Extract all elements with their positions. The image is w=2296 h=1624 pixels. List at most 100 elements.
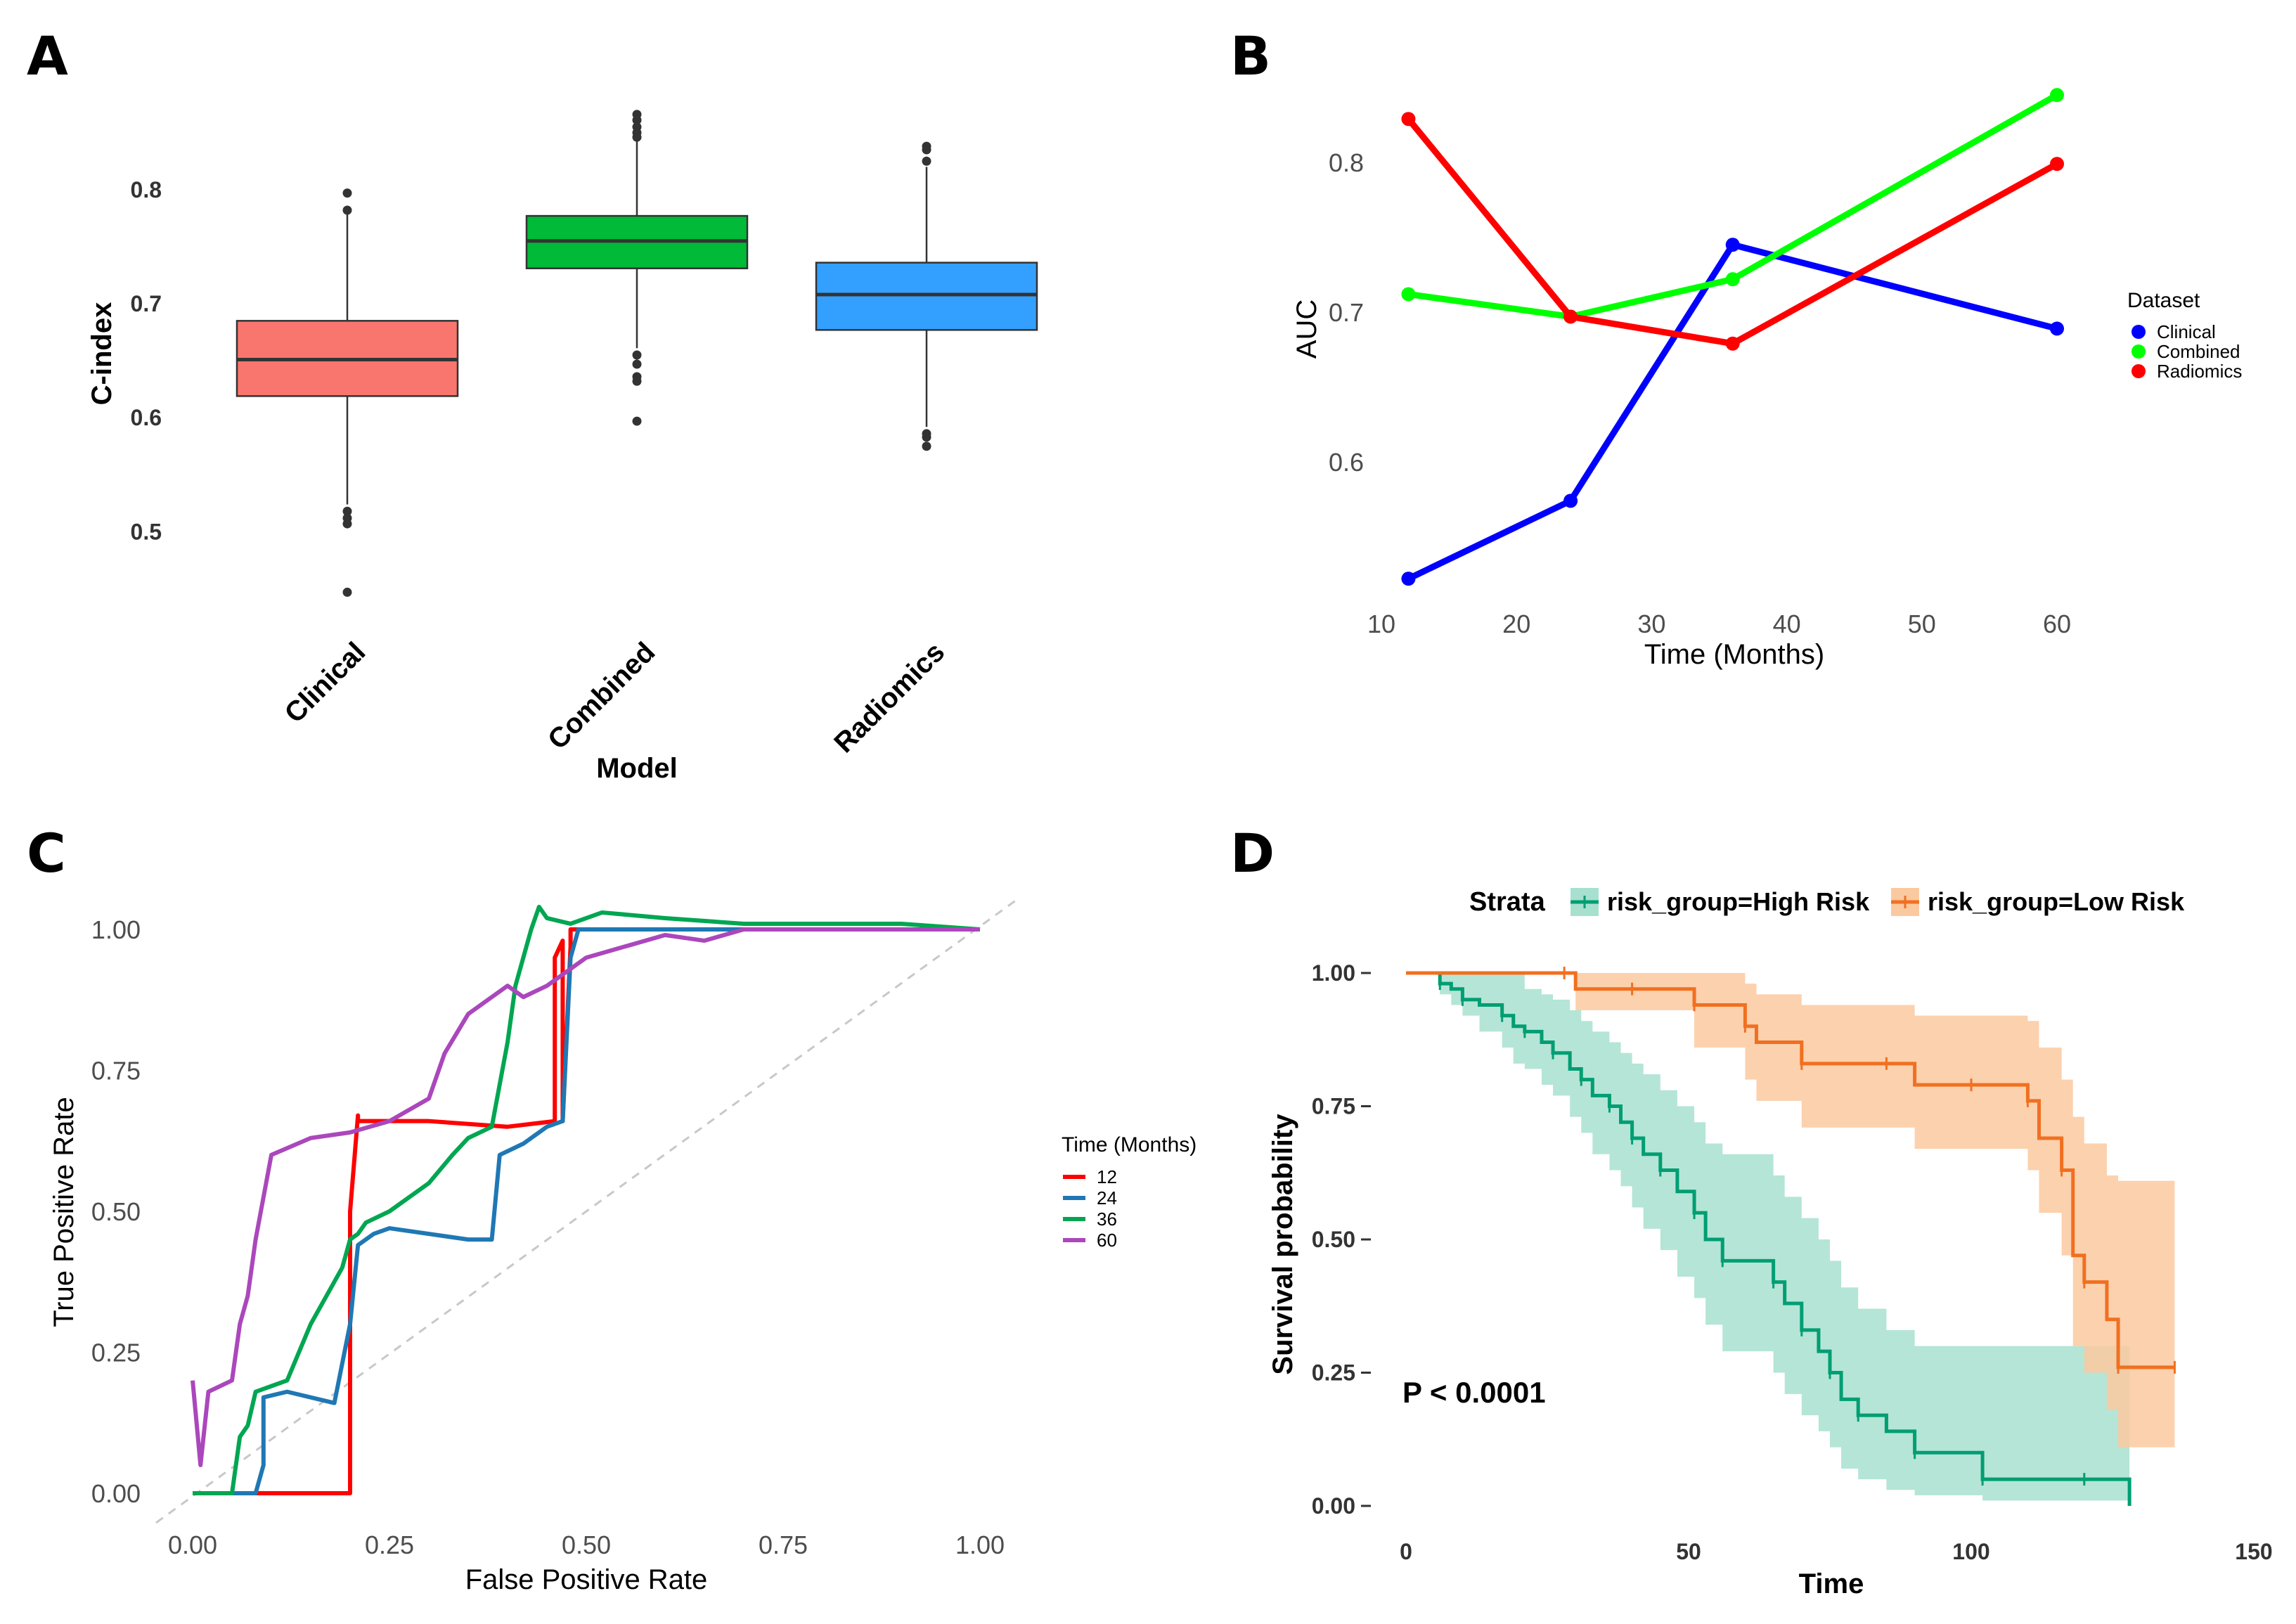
panel-b-series-line [1405, 115, 2060, 347]
panel-b-xtick: 40 [1773, 610, 1801, 638]
panel-a-outlier [632, 376, 642, 386]
panel-letter-b: B [1230, 25, 1271, 87]
panel-c-ylabel: True Positive Rate [49, 1097, 79, 1327]
panel-c-ytick: 0.25 [91, 1339, 141, 1367]
panel-b-ytick: 0.6 [1329, 448, 1364, 477]
panel-b-auc-lines: Time (Months) AUC Dataset 10 20 30 40 50 60 0.… [1291, 88, 2242, 670]
panel-d-xtick: 0 [1400, 1539, 1412, 1564]
panel-b-xlabel: Time (Months) [1644, 639, 1824, 670]
panel-a-outlier [342, 587, 352, 597]
panel-b-legend-label: Combined [2157, 341, 2240, 362]
panel-b-legend-title: Dataset [2127, 289, 2200, 312]
panel-d-legend-title: Strata [1469, 887, 1546, 917]
panel-a-outlier [632, 132, 642, 142]
panel-letter-a: A [27, 25, 68, 87]
panel-a-boxplot: Model C-index 0.5 0.6 0.7 0.8 Clinical Combin… [86, 110, 1038, 784]
panel-a-xtick: Clinical [279, 636, 372, 729]
panel-b-legend-key [2131, 364, 2146, 378]
panel-c-legend-label: 60 [1097, 1230, 1117, 1251]
panel-c-roc-line [193, 904, 981, 1495]
panel-b-xtick: 30 [1637, 610, 1665, 638]
panel-d-ytick: 0.00 [1312, 1493, 1355, 1519]
panel-c-roc-line [191, 927, 980, 1467]
panel-b-series-line [1405, 91, 2060, 320]
panel-c-legend-label: 36 [1097, 1209, 1117, 1230]
panel-d-pvalue: P < 0.0001 [1402, 1376, 1546, 1409]
panel-b-point [1563, 494, 1578, 508]
panel-c-ytick: 1.00 [91, 915, 141, 944]
panel-a-outlier [342, 506, 352, 516]
panel-d-ytick: 0.25 [1312, 1360, 1355, 1386]
panel-d-ci-band [1406, 973, 2130, 1506]
panel-b-xtick: 50 [1908, 610, 1936, 638]
panel-b-point [2050, 88, 2064, 103]
panel-b-legend-key [2131, 344, 2146, 359]
panel-d-xtick: 100 [1952, 1539, 1989, 1564]
panel-a-outlier [632, 359, 642, 369]
panel-b-legend-key [2131, 325, 2146, 339]
panel-c-legend-title: Time (Months) [1062, 1133, 1197, 1156]
panel-letter-c: C [27, 822, 66, 884]
panel-b-point [2050, 157, 2064, 172]
panel-d-ci-band [1406, 973, 2175, 1448]
panel-d-ytick: 1.00 [1312, 960, 1355, 986]
panel-d-xtick: 50 [1676, 1539, 1701, 1564]
panel-c-xtick: 0.25 [365, 1530, 414, 1559]
panel-b-xtick: 60 [2043, 610, 2071, 638]
panel-b-xtick: 10 [1367, 610, 1395, 638]
panel-b-legend-label: Clinical [2157, 321, 2216, 342]
panel-d-xlabel: Time [1799, 1568, 1864, 1599]
panel-b-point [1725, 272, 1740, 287]
panel-c-ytick: 0.75 [91, 1057, 141, 1085]
panel-a-xtick: Radiomics [828, 636, 950, 759]
panel-a-xtick: Combined [542, 636, 661, 755]
panel-a-outlier [632, 416, 642, 426]
panel-a-ylabel: C-index [86, 302, 117, 406]
panel-b-xtick: 20 [1502, 610, 1530, 638]
panel-c-diagonal [155, 898, 1017, 1524]
panel-a-outlier [342, 519, 352, 529]
panel-d-ytick: 0.75 [1312, 1094, 1355, 1119]
panel-d-ylabel: Survival probability [1268, 1114, 1298, 1375]
panel-b-ytick: 0.7 [1329, 298, 1364, 327]
panel-c-xtick: 1.00 [955, 1530, 1005, 1559]
panel-d-legend-label: risk_group=Low Risk [1928, 887, 2185, 916]
panel-letter-d: D [1230, 822, 1275, 884]
panel-c-roc-curves: False Positive Rate True Positive Rate T… [49, 898, 1197, 1595]
panel-b-point [1401, 287, 1416, 302]
panel-d-xtick: 150 [2235, 1539, 2272, 1564]
panel-b-point [1401, 112, 1416, 127]
panel-a-ytick: 0.8 [131, 177, 162, 202]
panel-b-ytick: 0.8 [1329, 148, 1364, 177]
panel-a-outlier [922, 156, 931, 166]
panel-a-ytick: 0.6 [131, 405, 162, 430]
panel-a-xlabel: Model [596, 753, 678, 784]
panel-a-ytick: 0.7 [131, 291, 162, 316]
panel-d-ytick: 0.50 [1312, 1227, 1355, 1252]
panel-d-survival: Time Survival probability Strata P < 0.0… [1268, 887, 2273, 1599]
panel-a-outlier [922, 432, 931, 442]
panel-d-legend-label: risk_group=High Risk [1607, 887, 1870, 916]
panel-b-point [1725, 238, 1740, 252]
panel-c-ytick: 0.50 [91, 1197, 141, 1226]
panel-b-point [1725, 336, 1740, 351]
panel-b-legend-label: Radiomics [2157, 361, 2242, 382]
panel-a-ytick: 0.5 [131, 519, 162, 544]
panel-c-ytick: 0.00 [91, 1479, 141, 1508]
panel-c-xtick: 0.50 [562, 1530, 611, 1559]
panel-c-roc-line [193, 927, 980, 1495]
panel-c-xtick: 0.75 [759, 1530, 808, 1559]
panel-a-outlier [342, 205, 352, 215]
panel-b-series-line [1405, 241, 2060, 582]
panel-b-ylabel: AUC [1291, 299, 1322, 359]
panel-a-outlier [342, 188, 352, 198]
panel-a-outlier [922, 442, 931, 451]
panel-b-point [1563, 309, 1578, 324]
panel-a-outlier [922, 145, 931, 155]
panel-c-legend-label: 24 [1097, 1187, 1117, 1209]
panel-c-legend-label: 12 [1097, 1166, 1117, 1187]
panel-c-xtick: 0.00 [168, 1530, 217, 1559]
panel-c-xlabel: False Positive Rate [465, 1564, 708, 1595]
panel-a-outlier [632, 350, 642, 360]
